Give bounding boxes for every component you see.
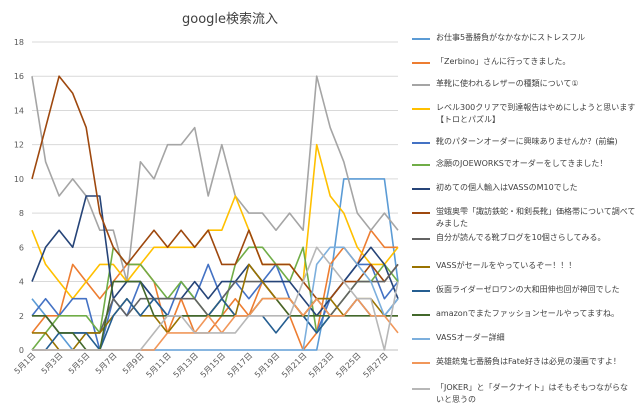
legend-label: 初めての個人輸入はVASSのM10でした <box>436 183 578 192</box>
series-line <box>31 143 399 300</box>
legend-swatch <box>412 62 430 64</box>
legend-swatch <box>412 362 430 364</box>
series-line <box>31 75 399 300</box>
x-tick-label: 5月3日 <box>40 351 65 376</box>
y-tick-label: 14 <box>14 106 24 115</box>
legend-swatch <box>412 338 430 340</box>
y-tick-label: 4 <box>19 278 24 287</box>
legend-swatch <box>412 84 430 86</box>
legend-swatch <box>412 38 430 40</box>
chart-title: google検索流入 <box>181 12 279 27</box>
legend-swatch <box>412 290 430 292</box>
y-tick-label: 10 <box>14 175 24 184</box>
legend-label: 仮面ライダーゼロワンの大和田伸也回が神回でした <box>436 285 620 294</box>
y-tick-label: 18 <box>14 38 24 47</box>
x-tick-label: 5月11日 <box>144 351 172 379</box>
x-tick-label: 5月7日 <box>94 351 119 376</box>
legend-label: 革靴に使われるレザーの種類について① <box>436 79 579 88</box>
legend-label: 「JOKER」と「ダークナイト」はそもそもつながらないと思うの <box>436 383 629 404</box>
x-tick-label: 5月1日 <box>13 351 38 376</box>
x-tick-label: 5月17日 <box>226 351 254 379</box>
legend-label: 英雄銃鬼七番勝負はFate好きは必見の漫画ですよ！ <box>436 357 621 366</box>
legend-label: 蛍蛾奥雫「諏訪鉄蛇・和剣長靴」価格帯について調べてみました <box>436 207 636 228</box>
x-tick-label: 5月13日 <box>172 351 200 379</box>
x-tick-label: 5月25日 <box>334 351 362 379</box>
y-tick-label: 16 <box>14 72 24 81</box>
legend-swatch <box>412 314 430 316</box>
y-tick-label: 2 <box>19 312 24 321</box>
legend-swatch <box>412 142 430 144</box>
series-line <box>31 75 399 283</box>
x-tick-label: 5月21日 <box>280 351 308 379</box>
x-tick-label: 5月5日 <box>67 351 92 376</box>
x-tick-label: 5月19日 <box>253 351 281 379</box>
legend-label: レベル300クリアで到達報告はやめにしようと思います【トロとパズル】 <box>436 103 636 124</box>
series-line <box>31 195 399 317</box>
legend-label: VASSがセールをやっているぞー！！！ <box>436 261 577 270</box>
x-tick-label: 5月9日 <box>121 351 146 376</box>
legend-label: VASSオーダー詳細 <box>436 333 505 342</box>
y-tick-label: 0 <box>19 346 24 355</box>
x-tick-label: 5月27日 <box>361 351 389 379</box>
legend-label: amazonでまたファッションセールやってますね。 <box>436 309 619 318</box>
legend-label: 「Zerbino」さんに行ってきました。 <box>436 57 571 66</box>
legend-swatch <box>412 266 430 268</box>
legend-swatch <box>412 108 430 110</box>
x-tick-label: 5月23日 <box>307 351 335 379</box>
series-line <box>32 246 399 351</box>
legend-label: 靴のパターンオーダーに興味ありませんか？(前編) <box>436 137 618 146</box>
legend-label: 念願のJOEWORKSでオーダーをしてきました！ <box>436 159 608 168</box>
y-tick-label: 8 <box>19 209 24 218</box>
legend-swatch <box>412 188 430 190</box>
legend-label: お仕事5番勝負がなかなかにストレスフル <box>436 33 586 42</box>
legend-swatch <box>412 212 430 214</box>
legend-swatch <box>412 238 430 240</box>
y-tick-label: 12 <box>14 141 24 150</box>
legend-swatch <box>412 164 430 166</box>
y-tick-label: 6 <box>19 243 24 252</box>
x-tick-label: 5月15日 <box>199 351 227 379</box>
legend-label: 自分が読んでる靴ブログを10個さらしてみる。 <box>436 233 606 242</box>
legend-swatch <box>412 388 430 390</box>
